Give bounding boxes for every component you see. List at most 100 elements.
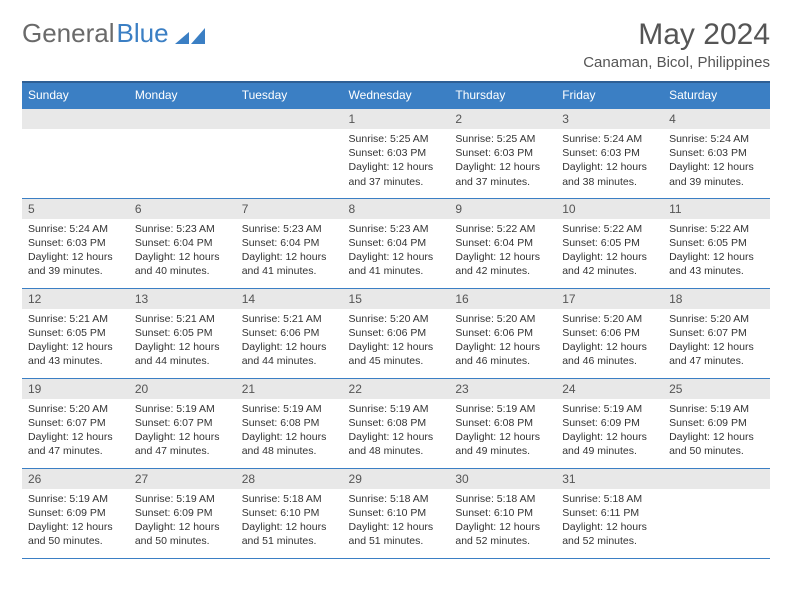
day-cell: 9Sunrise: 5:22 AM Sunset: 6:04 PM Daylig…	[449, 198, 556, 288]
weekday-header-row: SundayMondayTuesdayWednesdayThursdayFrid…	[22, 82, 770, 108]
day-info: Sunrise: 5:22 AM Sunset: 6:05 PM Dayligh…	[663, 219, 770, 282]
day-info: Sunrise: 5:19 AM Sunset: 6:07 PM Dayligh…	[129, 399, 236, 462]
day-info: Sunrise: 5:18 AM Sunset: 6:10 PM Dayligh…	[343, 489, 450, 552]
week-row: 19Sunrise: 5:20 AM Sunset: 6:07 PM Dayli…	[22, 378, 770, 468]
day-info: Sunrise: 5:18 AM Sunset: 6:11 PM Dayligh…	[556, 489, 663, 552]
day-number: 22	[343, 379, 450, 399]
location-label: Canaman, Bicol, Philippines	[583, 54, 770, 71]
day-cell: 29Sunrise: 5:18 AM Sunset: 6:10 PM Dayli…	[343, 468, 450, 558]
day-cell: 8Sunrise: 5:23 AM Sunset: 6:04 PM Daylig…	[343, 198, 450, 288]
day-number: 30	[449, 469, 556, 489]
day-number: 11	[663, 199, 770, 219]
day-cell	[129, 108, 236, 198]
day-number: 6	[129, 199, 236, 219]
month-title: May 2024	[583, 18, 770, 52]
day-cell: 19Sunrise: 5:20 AM Sunset: 6:07 PM Dayli…	[22, 378, 129, 468]
day-cell: 4Sunrise: 5:24 AM Sunset: 6:03 PM Daylig…	[663, 108, 770, 198]
day-number: 14	[236, 289, 343, 309]
day-cell: 13Sunrise: 5:21 AM Sunset: 6:05 PM Dayli…	[129, 288, 236, 378]
weekday-header: Thursday	[449, 82, 556, 108]
day-cell: 30Sunrise: 5:18 AM Sunset: 6:10 PM Dayli…	[449, 468, 556, 558]
day-number: 13	[129, 289, 236, 309]
day-info: Sunrise: 5:20 AM Sunset: 6:06 PM Dayligh…	[343, 309, 450, 372]
day-cell: 12Sunrise: 5:21 AM Sunset: 6:05 PM Dayli…	[22, 288, 129, 378]
day-cell	[236, 108, 343, 198]
day-info: Sunrise: 5:23 AM Sunset: 6:04 PM Dayligh…	[129, 219, 236, 282]
day-info: Sunrise: 5:24 AM Sunset: 6:03 PM Dayligh…	[22, 219, 129, 282]
day-number-empty	[129, 109, 236, 129]
day-info: Sunrise: 5:18 AM Sunset: 6:10 PM Dayligh…	[449, 489, 556, 552]
day-number: 24	[556, 379, 663, 399]
day-cell: 14Sunrise: 5:21 AM Sunset: 6:06 PM Dayli…	[236, 288, 343, 378]
day-cell: 3Sunrise: 5:24 AM Sunset: 6:03 PM Daylig…	[556, 108, 663, 198]
weekday-header: Monday	[129, 82, 236, 108]
day-cell: 6Sunrise: 5:23 AM Sunset: 6:04 PM Daylig…	[129, 198, 236, 288]
calendar-table: SundayMondayTuesdayWednesdayThursdayFrid…	[22, 81, 770, 559]
day-number: 23	[449, 379, 556, 399]
day-number: 20	[129, 379, 236, 399]
day-number: 12	[22, 289, 129, 309]
day-info: Sunrise: 5:21 AM Sunset: 6:06 PM Dayligh…	[236, 309, 343, 372]
day-number: 16	[449, 289, 556, 309]
weekday-header: Tuesday	[236, 82, 343, 108]
day-cell: 10Sunrise: 5:22 AM Sunset: 6:05 PM Dayli…	[556, 198, 663, 288]
day-info: Sunrise: 5:21 AM Sunset: 6:05 PM Dayligh…	[129, 309, 236, 372]
day-number: 27	[129, 469, 236, 489]
day-number: 21	[236, 379, 343, 399]
week-row: 26Sunrise: 5:19 AM Sunset: 6:09 PM Dayli…	[22, 468, 770, 558]
day-cell: 1Sunrise: 5:25 AM Sunset: 6:03 PM Daylig…	[343, 108, 450, 198]
day-number: 31	[556, 469, 663, 489]
logo-text-general: General	[22, 18, 115, 49]
day-cell: 22Sunrise: 5:19 AM Sunset: 6:08 PM Dayli…	[343, 378, 450, 468]
day-info: Sunrise: 5:24 AM Sunset: 6:03 PM Dayligh…	[663, 129, 770, 192]
day-cell	[22, 108, 129, 198]
header: GeneralBlue May 2024 Canaman, Bicol, Phi…	[22, 18, 770, 71]
day-info: Sunrise: 5:22 AM Sunset: 6:04 PM Dayligh…	[449, 219, 556, 282]
day-info: Sunrise: 5:19 AM Sunset: 6:09 PM Dayligh…	[129, 489, 236, 552]
day-cell: 7Sunrise: 5:23 AM Sunset: 6:04 PM Daylig…	[236, 198, 343, 288]
day-number: 2	[449, 109, 556, 129]
day-cell: 25Sunrise: 5:19 AM Sunset: 6:09 PM Dayli…	[663, 378, 770, 468]
logo-icon	[175, 24, 205, 44]
logo-text-blue: Blue	[117, 18, 169, 49]
weekday-header: Saturday	[663, 82, 770, 108]
day-number: 25	[663, 379, 770, 399]
day-cell: 31Sunrise: 5:18 AM Sunset: 6:11 PM Dayli…	[556, 468, 663, 558]
weekday-header: Wednesday	[343, 82, 450, 108]
day-cell: 17Sunrise: 5:20 AM Sunset: 6:06 PM Dayli…	[556, 288, 663, 378]
day-cell: 2Sunrise: 5:25 AM Sunset: 6:03 PM Daylig…	[449, 108, 556, 198]
day-number: 4	[663, 109, 770, 129]
day-cell: 15Sunrise: 5:20 AM Sunset: 6:06 PM Dayli…	[343, 288, 450, 378]
day-number: 3	[556, 109, 663, 129]
day-cell: 16Sunrise: 5:20 AM Sunset: 6:06 PM Dayli…	[449, 288, 556, 378]
day-info: Sunrise: 5:19 AM Sunset: 6:09 PM Dayligh…	[663, 399, 770, 462]
day-cell: 27Sunrise: 5:19 AM Sunset: 6:09 PM Dayli…	[129, 468, 236, 558]
week-row: 1Sunrise: 5:25 AM Sunset: 6:03 PM Daylig…	[22, 108, 770, 198]
day-info: Sunrise: 5:23 AM Sunset: 6:04 PM Dayligh…	[343, 219, 450, 282]
title-block: May 2024 Canaman, Bicol, Philippines	[583, 18, 770, 71]
day-info: Sunrise: 5:23 AM Sunset: 6:04 PM Dayligh…	[236, 219, 343, 282]
day-cell: 11Sunrise: 5:22 AM Sunset: 6:05 PM Dayli…	[663, 198, 770, 288]
day-number: 19	[22, 379, 129, 399]
day-info: Sunrise: 5:22 AM Sunset: 6:05 PM Dayligh…	[556, 219, 663, 282]
day-info: Sunrise: 5:20 AM Sunset: 6:06 PM Dayligh…	[556, 309, 663, 372]
day-number: 17	[556, 289, 663, 309]
day-info: Sunrise: 5:20 AM Sunset: 6:06 PM Dayligh…	[449, 309, 556, 372]
day-number: 8	[343, 199, 450, 219]
weekday-header: Sunday	[22, 82, 129, 108]
day-info: Sunrise: 5:19 AM Sunset: 6:08 PM Dayligh…	[236, 399, 343, 462]
day-cell	[663, 468, 770, 558]
day-info: Sunrise: 5:20 AM Sunset: 6:07 PM Dayligh…	[22, 399, 129, 462]
day-info: Sunrise: 5:25 AM Sunset: 6:03 PM Dayligh…	[343, 129, 450, 192]
day-info: Sunrise: 5:25 AM Sunset: 6:03 PM Dayligh…	[449, 129, 556, 192]
day-info: Sunrise: 5:21 AM Sunset: 6:05 PM Dayligh…	[22, 309, 129, 372]
day-cell: 24Sunrise: 5:19 AM Sunset: 6:09 PM Dayli…	[556, 378, 663, 468]
week-row: 5Sunrise: 5:24 AM Sunset: 6:03 PM Daylig…	[22, 198, 770, 288]
day-number: 10	[556, 199, 663, 219]
day-number: 9	[449, 199, 556, 219]
day-info: Sunrise: 5:20 AM Sunset: 6:07 PM Dayligh…	[663, 309, 770, 372]
day-number-empty	[236, 109, 343, 129]
week-row: 12Sunrise: 5:21 AM Sunset: 6:05 PM Dayli…	[22, 288, 770, 378]
day-number: 26	[22, 469, 129, 489]
day-info: Sunrise: 5:24 AM Sunset: 6:03 PM Dayligh…	[556, 129, 663, 192]
